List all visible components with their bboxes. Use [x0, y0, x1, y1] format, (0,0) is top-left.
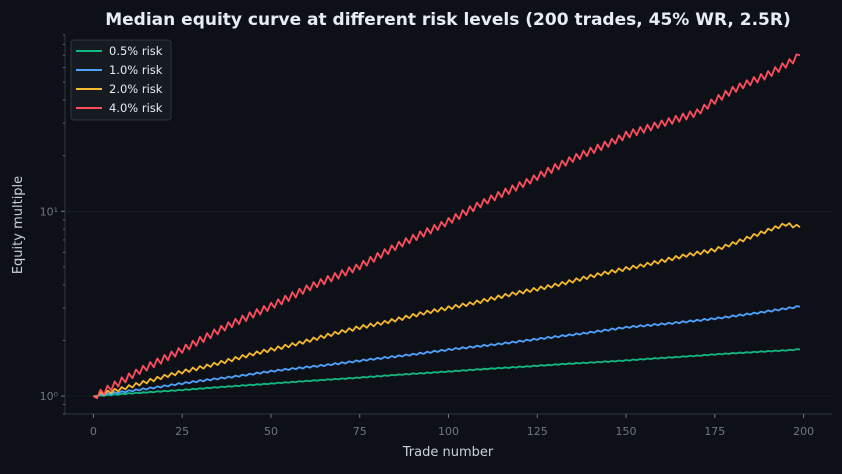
series-layer: [92, 53, 801, 400]
x-tick-label: 75: [353, 425, 367, 438]
series-line-4-0-risk: [92, 53, 801, 400]
legend-label: 0.5% risk: [109, 44, 163, 58]
series-line-0-5-risk: [93, 348, 801, 398]
legend-label: 2.0% risk: [109, 82, 163, 96]
legend-label: 1.0% risk: [109, 63, 163, 77]
axes: 0 25 50 75 100 125 150 175 200 10⁰ 10¹: [40, 34, 832, 438]
x-axis-label: Trade number: [402, 445, 494, 460]
series-line-2-0-risk: [93, 222, 801, 398]
x-tick-label: 25: [175, 425, 189, 438]
x-tick-label: 125: [527, 425, 548, 438]
x-tick-label: 50: [264, 425, 278, 438]
x-tick-label: 0: [90, 425, 97, 438]
y-tick-label: 10⁰: [40, 390, 59, 403]
x-tick-label: 100: [438, 425, 459, 438]
legend-box: [70, 39, 172, 121]
x-tick-label: 175: [704, 425, 725, 438]
plot-area: [65, 35, 832, 414]
y-axis-label: Equity multiple: [11, 176, 26, 274]
series-line-1-0-risk: [93, 305, 801, 398]
x-tick-label: 150: [616, 425, 637, 438]
legend: 0.5% risk 1.0% risk 2.0% risk 4.0% risk: [70, 39, 172, 121]
legend-label: 4.0% risk: [109, 101, 163, 115]
x-tick-label: 200: [793, 425, 814, 438]
y-tick-label: 10¹: [40, 205, 58, 218]
chart-title: Median equity curve at different risk le…: [105, 10, 791, 30]
